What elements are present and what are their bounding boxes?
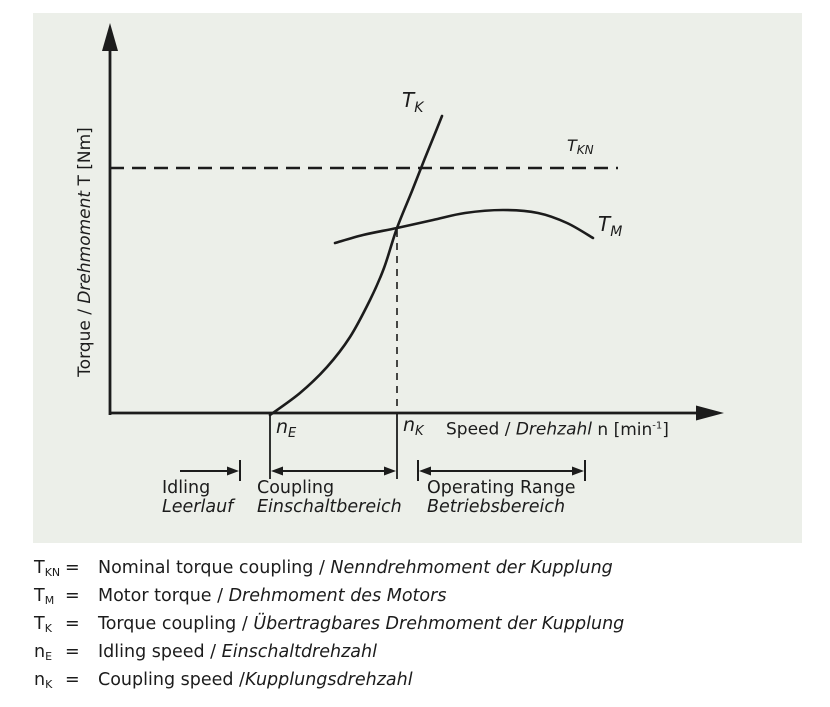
operating-range-label-de: Betriebsbereich (427, 497, 566, 518)
legend-symbol: TKN (34, 558, 61, 579)
legend-equals: = (65, 642, 80, 662)
legend-definition: Torque coupling / Übertragbares Drehmome… (98, 614, 625, 634)
legend-definition: Nominal torque coupling / Nenndrehmoment… (98, 558, 613, 578)
x-axis-title-en: Speed / (446, 419, 516, 440)
legend-symbol: nK (34, 670, 53, 691)
legend-row-tkn: TKN = Nominal torque coupling / Nenndrehmo… (34, 558, 814, 586)
y-axis-title-de: Drehmoment (75, 190, 95, 304)
legend-symbol: TK (34, 614, 52, 635)
tkn-line-label: TKN (567, 136, 594, 157)
coupling-range-label-en: Coupling (257, 478, 335, 498)
tk-curve-label: TK (402, 88, 424, 116)
symbol-legend: TKN = Nominal torque coupling / Nenndrehmo… (34, 558, 814, 698)
legend-row-ne: nE = Idling speed / Einschaltdrehzahl (34, 642, 814, 670)
legend-definition: Coupling speed /Kupplungsdrehzahl (98, 670, 413, 690)
legend-row-tk: TK = Torque coupling / Übertragbares Drehm… (34, 614, 814, 642)
torque-speed-chart-canvas (102, 23, 724, 481)
torque-speed-chart-panel: Torque / Drehmoment T [Nm] Speed / Drehz… (33, 13, 802, 543)
y-axis-title-unit: T [Nm] (75, 127, 95, 191)
coupling-range-arrow-left-head (271, 466, 283, 476)
operating-range-label-en: Operating Range (427, 478, 576, 498)
operating-range-arrow-left-head (419, 466, 431, 476)
legend-row-tm: TM = Motor torque / Drehmoment des Motors (34, 586, 814, 614)
tk-curve (268, 114, 444, 417)
x-axis-title-unit: n [min-1] (591, 419, 669, 440)
idling-range-label: Idling Leerlauf (162, 478, 234, 518)
y-axis-title: Torque / Drehmoment T [Nm] (75, 82, 98, 422)
legend-equals: = (65, 558, 80, 578)
y-axis-arrowhead (102, 23, 118, 51)
operating-range-arrow-right-head (572, 466, 584, 476)
coupling-range-arrow-right-head (384, 466, 396, 476)
coupling-range-label-de: Einschaltbereich (257, 497, 402, 518)
legend-equals: = (65, 670, 80, 690)
x-axis-title: Speed / Drehzahl n [min-1] (446, 420, 669, 439)
tm-curve-label: TM (598, 212, 623, 240)
legend-definition: Idling speed / Einschaltdrehzahl (98, 642, 377, 662)
x-axis-unit-exponent: -1 (652, 420, 663, 431)
legend-equals: = (65, 614, 80, 634)
legend-row-nk: nK = Coupling speed /Kupplungsdrehzahl (34, 670, 814, 698)
nk-marker-label: nK (403, 414, 424, 439)
legend-symbol: TM (34, 586, 55, 607)
tm-curve (333, 208, 595, 245)
x-axis-arrowhead (696, 405, 724, 421)
coupling-range-label: Coupling Einschaltbereich (257, 478, 402, 518)
legend-symbol: nE (34, 642, 53, 663)
idling-range-label-de: Leerlauf (162, 497, 234, 518)
idling-range-arrow-right-head (227, 466, 239, 476)
legend-equals: = (65, 586, 80, 606)
ne-marker-label: nE (276, 416, 297, 441)
legend-definition: Motor torque / Drehmoment des Motors (98, 586, 447, 606)
operating-range-label: Operating Range Betriebsbereich (427, 478, 576, 518)
x-axis-title-de: Drehzahl (515, 419, 592, 440)
idling-range-label-en: Idling (162, 478, 211, 498)
y-axis-title-en: Torque / (75, 303, 95, 377)
